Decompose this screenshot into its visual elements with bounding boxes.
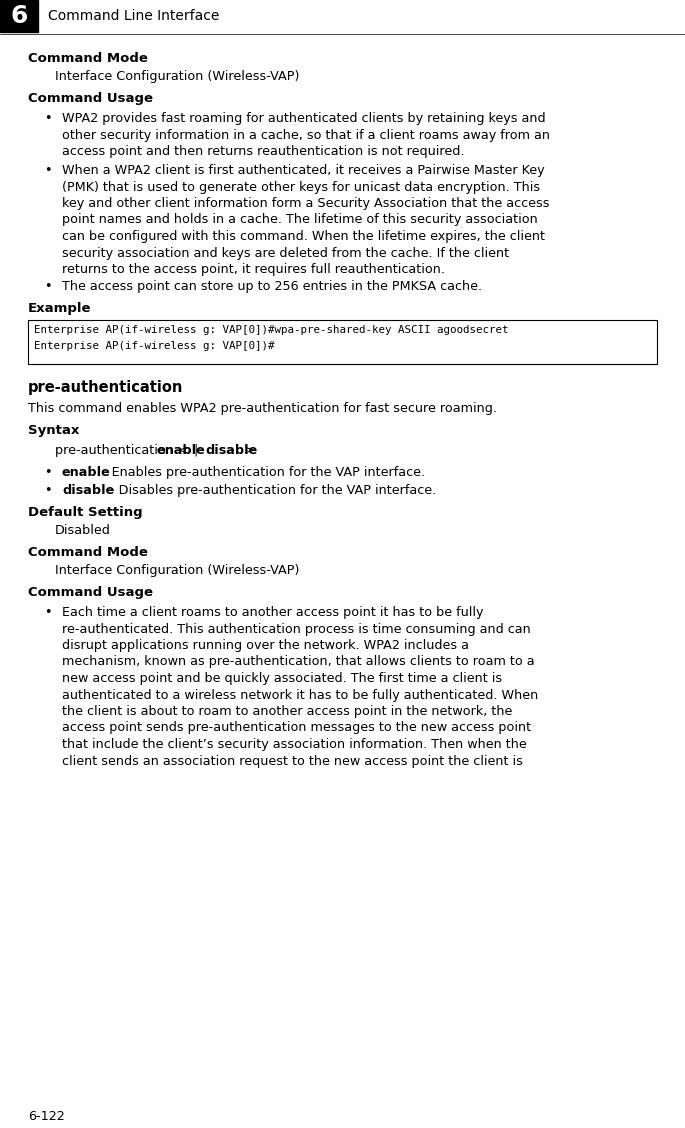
Text: •: • [44, 466, 51, 479]
Text: Command Mode: Command Mode [28, 546, 148, 559]
Text: This command enables WPA2 pre-authentication for fast secure roaming.: This command enables WPA2 pre-authentica… [28, 402, 497, 415]
Text: - Disables pre-authentication for the VAP interface.: - Disables pre-authentication for the VA… [106, 484, 436, 497]
Text: 6-122: 6-122 [28, 1110, 65, 1123]
Text: The access point can store up to 256 entries in the PMKSA cache.: The access point can store up to 256 ent… [62, 280, 482, 293]
Text: Enterprise AP(if-wireless g: VAP[0])#wpa-pre-shared-key ASCII agoodsecret: Enterprise AP(if-wireless g: VAP[0])#wpa… [34, 325, 508, 335]
Text: •: • [44, 164, 51, 177]
Text: 6: 6 [10, 5, 27, 28]
Text: >: > [244, 444, 255, 457]
Bar [0, 0, 38, 32]
Text: •: • [44, 606, 51, 619]
Text: Interface Configuration (Wireless-VAP): Interface Configuration (Wireless-VAP) [55, 70, 299, 83]
Text: Enterprise AP(if-wireless g: VAP[0])#: Enterprise AP(if-wireless g: VAP[0])# [34, 341, 275, 351]
Text: When a WPA2 client is first authenticated, it receives a Pairwise Master Key
(PM: When a WPA2 client is first authenticate… [62, 164, 549, 276]
Text: •: • [44, 280, 51, 293]
Text: Command Mode: Command Mode [28, 52, 148, 65]
Text: Example: Example [28, 302, 92, 315]
Text: enable: enable [62, 466, 111, 479]
Text: Disabled: Disabled [55, 525, 111, 537]
Text: Interface Configuration (Wireless-VAP): Interface Configuration (Wireless-VAP) [55, 564, 299, 578]
Bar [28, 320, 657, 364]
Text: •: • [44, 484, 51, 497]
Text: |: | [190, 444, 202, 457]
Text: Command Usage: Command Usage [28, 587, 153, 599]
Text: Default Setting: Default Setting [28, 506, 142, 519]
Text: WPA2 provides fast roaming for authenticated clients by retaining keys and
other: WPA2 provides fast roaming for authentic… [62, 112, 550, 158]
Text: enable: enable [157, 444, 206, 457]
Text: - Enables pre-authentication for the VAP interface.: - Enables pre-authentication for the VAP… [99, 466, 425, 479]
Text: pre-authentication <: pre-authentication < [55, 444, 188, 457]
Text: Each time a client roams to another access point it has to be fully
re-authentic: Each time a client roams to another acce… [62, 606, 538, 767]
Text: Command Line Interface: Command Line Interface [48, 9, 219, 23]
Text: pre-authentication: pre-authentication [28, 380, 184, 395]
Text: Command Usage: Command Usage [28, 92, 153, 105]
Text: disable: disable [206, 444, 258, 457]
Text: disable: disable [62, 484, 114, 497]
Text: •: • [44, 112, 51, 125]
Text: Syntax: Syntax [28, 424, 79, 437]
